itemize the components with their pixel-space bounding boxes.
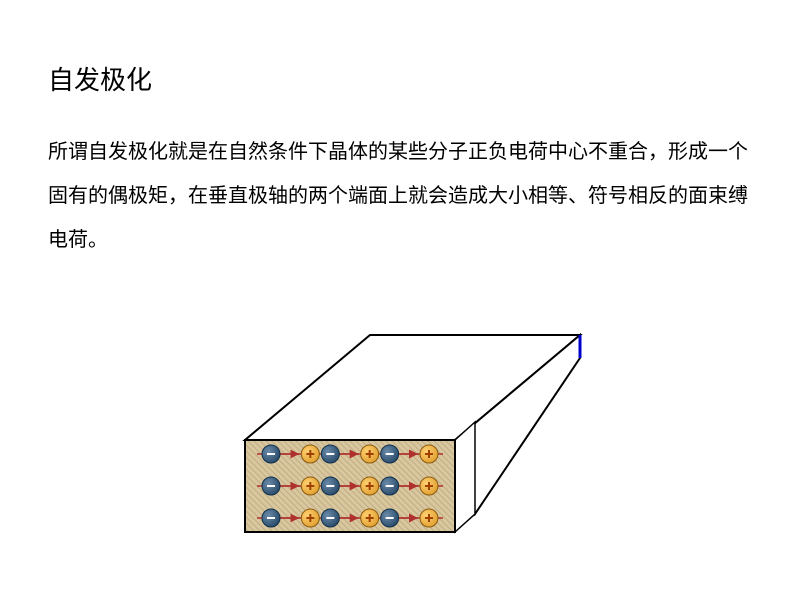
body-paragraph: 所谓自发极化就是在自然条件下晶体的某些分子正负电荷中心不重合，形成一个固有的偶极… xyxy=(48,130,748,262)
page-title: 自发极化 xyxy=(48,60,152,97)
polarization-diagram xyxy=(225,310,585,555)
